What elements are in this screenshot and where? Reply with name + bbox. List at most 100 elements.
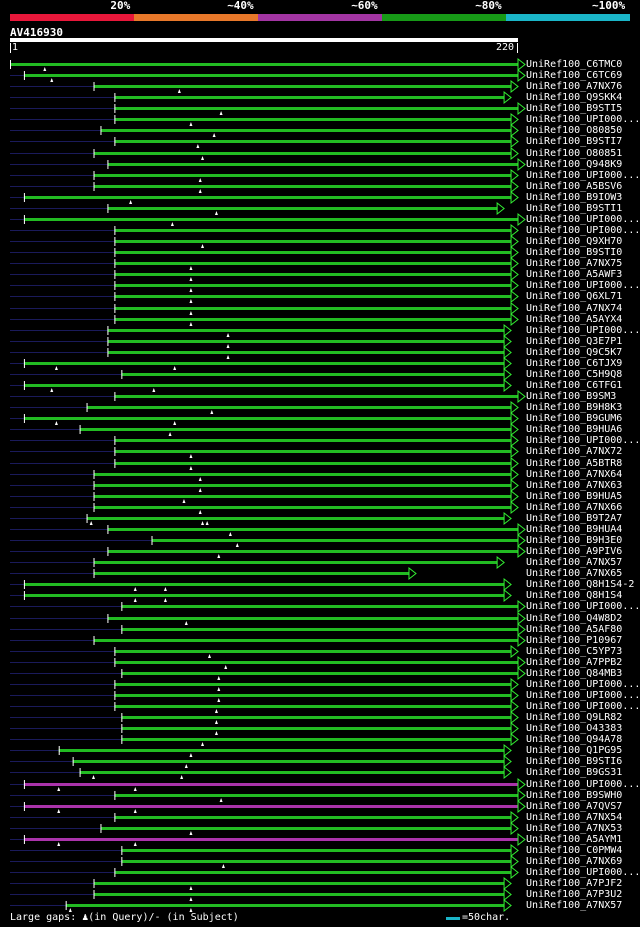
hit-row[interactable]: [10, 444, 519, 459]
hit-row[interactable]: [10, 644, 519, 659]
hit-row[interactable]: [10, 212, 526, 227]
hit-label[interactable]: UniRef100_UPI000...: [526, 690, 640, 701]
hit-label[interactable]: UniRef100_A7NX69: [526, 856, 623, 867]
hit-row[interactable]: [10, 887, 512, 902]
hit-row[interactable]: [10, 334, 512, 349]
hit-row[interactable]: [10, 555, 505, 570]
hit-row[interactable]: [10, 400, 519, 415]
hit-label[interactable]: UniRef100_Q9C5K7: [526, 347, 623, 358]
hit-label[interactable]: UniRef100_B9STI5: [526, 103, 623, 114]
hit-label[interactable]: UniRef100_A5BTR8: [526, 458, 623, 469]
hit-row[interactable]: [10, 533, 526, 548]
hit-label[interactable]: UniRef100_UPI000...: [526, 779, 640, 790]
hit-label[interactable]: UniRef100_C6TMC0: [526, 59, 623, 70]
hit-row[interactable]: [10, 389, 526, 404]
hit-row[interactable]: [10, 743, 512, 758]
hit-label[interactable]: UniRef100_B9T2A7: [526, 513, 623, 524]
hit-row[interactable]: [10, 456, 519, 471]
hit-row[interactable]: [10, 201, 505, 216]
hit-row[interactable]: [10, 732, 519, 747]
hit-row[interactable]: [10, 467, 519, 482]
hit-label[interactable]: UniRef100_A7NX72: [526, 446, 623, 457]
hit-label[interactable]: UniRef100_B9HUA5: [526, 491, 623, 502]
hit-row[interactable]: [10, 577, 512, 592]
hit-label[interactable]: UniRef100_UPI000...: [526, 225, 640, 236]
hit-row[interactable]: [10, 68, 526, 83]
hit-label[interactable]: UniRef100_Q4W8D2: [526, 613, 623, 624]
hit-row[interactable]: [10, 422, 519, 437]
hit-label[interactable]: UniRef100_B9GUM6: [526, 413, 623, 424]
hit-label[interactable]: UniRef100_UPI000...: [526, 214, 640, 225]
hit-row[interactable]: [10, 588, 512, 603]
hit-label[interactable]: UniRef100_O43383: [526, 723, 623, 734]
hit-label[interactable]: UniRef100_A7NX53: [526, 823, 623, 834]
hit-row[interactable]: [10, 312, 519, 327]
hit-label[interactable]: UniRef100_UPI000...: [526, 114, 640, 125]
hit-row[interactable]: [10, 710, 519, 725]
hit-label[interactable]: UniRef100_Q9SKK4: [526, 92, 623, 103]
hit-row[interactable]: [10, 633, 526, 648]
hit-label[interactable]: UniRef100_UPI000...: [526, 325, 640, 336]
hit-label[interactable]: UniRef100_UPI000...: [526, 701, 640, 712]
hit-row[interactable]: [10, 112, 519, 127]
hit-label[interactable]: UniRef100_A7NX54: [526, 812, 623, 823]
hit-label[interactable]: UniRef100_B9STI7: [526, 136, 623, 147]
hit-row[interactable]: [10, 721, 519, 736]
hit-label[interactable]: UniRef100_A7QVS7: [526, 801, 623, 812]
hit-row[interactable]: [10, 168, 519, 183]
hit-label[interactable]: UniRef100_A7NX75: [526, 258, 623, 269]
hit-row[interactable]: [10, 522, 526, 537]
hit-row[interactable]: [10, 101, 526, 116]
hit-label[interactable]: UniRef100_A7NX66: [526, 502, 623, 513]
hit-label[interactable]: UniRef100_B9HUA6: [526, 424, 623, 435]
hit-label[interactable]: UniRef100_B9STI1: [526, 203, 623, 214]
hit-label[interactable]: UniRef100_C6TC69: [526, 70, 623, 81]
hit-label[interactable]: UniRef100_Q9LR82: [526, 712, 623, 723]
hit-row[interactable]: [10, 688, 519, 703]
hit-label[interactable]: UniRef100_UPI000...: [526, 679, 640, 690]
hit-row[interactable]: [10, 433, 519, 448]
hit-row[interactable]: [10, 754, 512, 769]
hit-label[interactable]: UniRef100_A7NX74: [526, 303, 623, 314]
hit-label[interactable]: UniRef100_C6TFG1: [526, 380, 623, 391]
hit-label[interactable]: UniRef100_Q1PG95: [526, 745, 623, 756]
hit-label[interactable]: UniRef100_A5AYM1: [526, 834, 623, 845]
hit-label[interactable]: UniRef100_B9STI0: [526, 247, 623, 258]
hit-label[interactable]: UniRef100_Q948K9: [526, 159, 623, 170]
hit-row[interactable]: [10, 256, 519, 271]
hit-label[interactable]: UniRef100_B9SWH0: [526, 790, 623, 801]
hit-label[interactable]: UniRef100_C6TJX9: [526, 358, 623, 369]
hit-row[interactable]: [10, 289, 519, 304]
hit-row[interactable]: [10, 301, 519, 316]
hit-label[interactable]: UniRef100_A5BSV6: [526, 181, 623, 192]
hit-label[interactable]: UniRef100_UPI000...: [526, 601, 640, 612]
hit-label[interactable]: UniRef100_C5YP73: [526, 646, 623, 657]
hit-label[interactable]: UniRef100_A5AYX4: [526, 314, 623, 325]
hit-label[interactable]: UniRef100_Q84MB3: [526, 668, 623, 679]
hit-label[interactable]: UniRef100_Q6XL71: [526, 291, 623, 302]
hit-row[interactable]: [10, 511, 512, 526]
hit-row[interactable]: [10, 898, 512, 913]
hit-label[interactable]: UniRef100_B9H8K3: [526, 402, 623, 413]
hit-row[interactable]: [10, 478, 519, 493]
hit-label[interactable]: UniRef100_A5AF80: [526, 624, 623, 635]
hit-row[interactable]: [10, 378, 512, 393]
hit-row[interactable]: [10, 245, 519, 260]
hit-row[interactable]: [10, 500, 519, 515]
hit-row[interactable]: [10, 146, 519, 161]
hit-label[interactable]: UniRef100_A5AWF3: [526, 269, 623, 280]
hit-row[interactable]: [10, 777, 526, 792]
hit-row[interactable]: [10, 865, 519, 880]
hit-row[interactable]: [10, 123, 519, 138]
hit-row[interactable]: [10, 356, 512, 371]
hit-row[interactable]: [10, 544, 526, 559]
hit-row[interactable]: [10, 90, 512, 105]
hit-row[interactable]: [10, 278, 519, 293]
hit-row[interactable]: [10, 655, 526, 670]
hit-label[interactable]: UniRef100_O80851: [526, 148, 623, 159]
hit-row[interactable]: [10, 223, 519, 238]
hit-row[interactable]: [10, 267, 519, 282]
hit-row[interactable]: [10, 832, 526, 847]
hit-label[interactable]: UniRef100_A7NX76: [526, 81, 623, 92]
hit-label[interactable]: UniRef100_Q94A78: [526, 734, 623, 745]
